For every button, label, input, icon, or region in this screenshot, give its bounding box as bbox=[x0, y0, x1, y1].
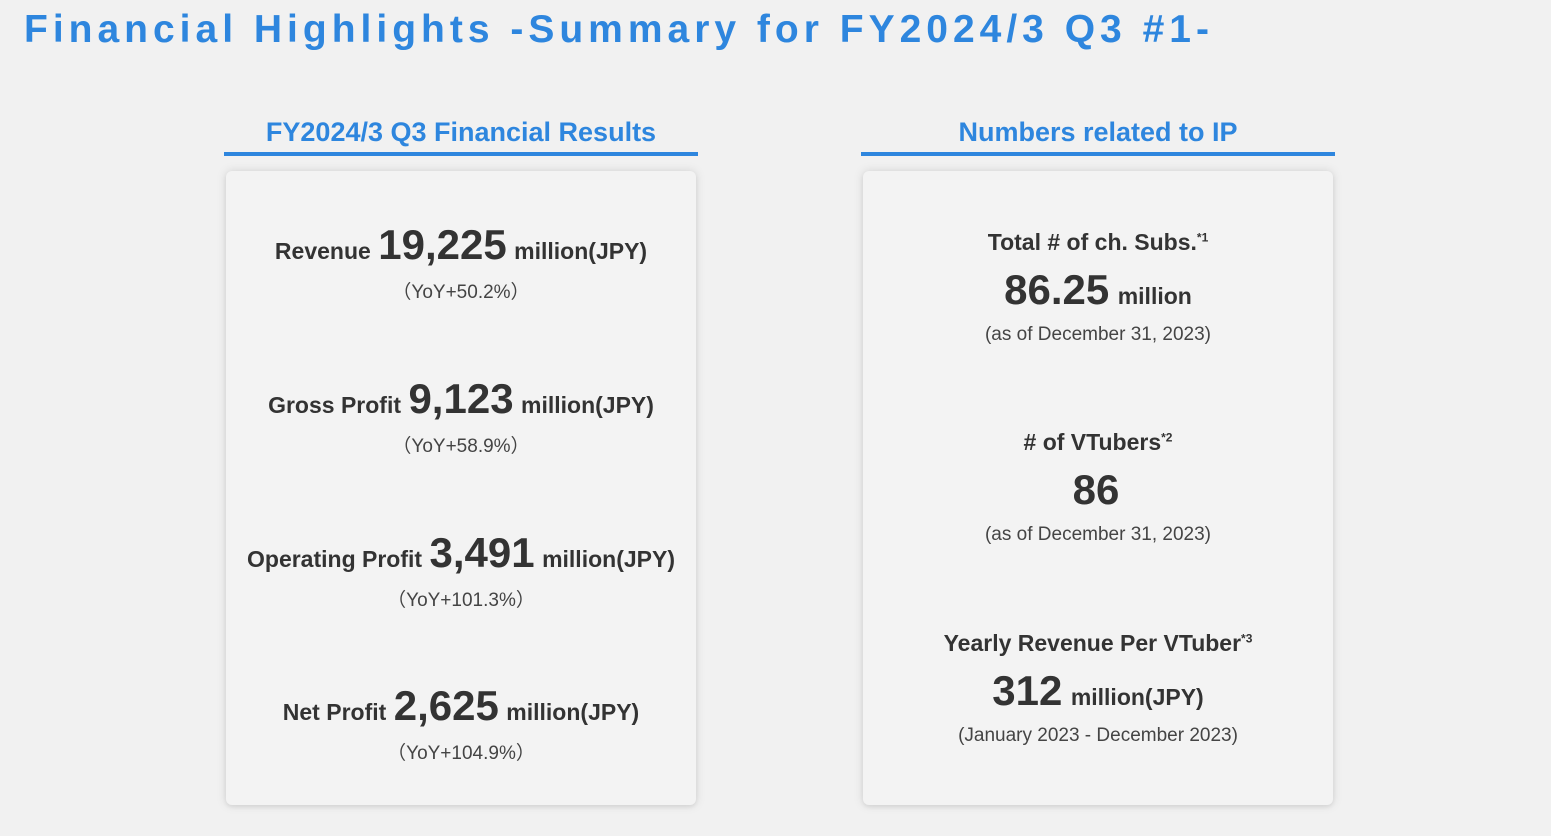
ip-value: 312 bbox=[992, 667, 1063, 714]
metric-unit: million(JPY) bbox=[514, 238, 648, 264]
ip-label-text: Yearly Revenue Per VTuber bbox=[943, 630, 1242, 656]
operating-profit-metric: Operating Profit 3,491 million(JPY) （YoY… bbox=[226, 529, 696, 612]
revenue-per-vtuber-metric: Yearly Revenue Per VTuber*3 312 million(… bbox=[863, 630, 1333, 747]
ip-label: Yearly Revenue Per VTuber*3 bbox=[863, 630, 1333, 657]
ip-numbers-section: Numbers related to IP Total # of ch. Sub… bbox=[861, 112, 1335, 805]
ip-numbers-card: Total # of ch. Subs.*1 86.25 million (as… bbox=[863, 171, 1333, 805]
metric-value: 3,491 bbox=[429, 529, 535, 576]
metric-label: Net Profit bbox=[282, 699, 387, 725]
metric-yoy: （YoY+58.9%） bbox=[392, 436, 530, 457]
gross-profit-metric: Gross Profit 9,123 million(JPY) （YoY+58.… bbox=[226, 375, 696, 458]
ip-period: (January 2023 - December 2023) bbox=[958, 725, 1238, 746]
metric-unit: million(JPY) bbox=[542, 546, 675, 572]
ip-label: # of VTubers*2 bbox=[863, 429, 1333, 456]
metric-label: Revenue bbox=[274, 238, 371, 264]
metric-value: 9,123 bbox=[408, 375, 514, 422]
channel-subscribers-metric: Total # of ch. Subs.*1 86.25 million (as… bbox=[863, 229, 1333, 346]
financial-results-card: Revenue 19,225 million(JPY) （YoY+50.2%） … bbox=[226, 171, 696, 805]
footnote-marker: *3 bbox=[1241, 631, 1253, 646]
metric-yoy: （YoY+101.3%） bbox=[387, 590, 535, 611]
page-title: Financial Highlights -Summary for FY2024… bbox=[24, 8, 1214, 51]
metric-yoy: （YoY+104.9%） bbox=[387, 743, 535, 764]
ip-label: Total # of ch. Subs.*1 bbox=[863, 229, 1333, 256]
ip-value: 86 bbox=[1072, 466, 1120, 513]
metric-label: Operating Profit bbox=[247, 546, 423, 572]
ip-value: 86.25 bbox=[1004, 266, 1110, 313]
ip-date: (as of December 31, 2023) bbox=[984, 524, 1211, 545]
revenue-metric: Revenue 19,225 million(JPY) （YoY+50.2%） bbox=[226, 221, 696, 304]
metric-value: 2,625 bbox=[393, 682, 499, 729]
ip-date: (as of December 31, 2023) bbox=[984, 324, 1211, 345]
net-profit-metric: Net Profit 2,625 million(JPY) （YoY+104.9… bbox=[226, 682, 696, 765]
footnote-marker: *1 bbox=[1196, 230, 1209, 245]
ip-label-text: # of VTubers bbox=[1023, 429, 1162, 455]
financial-results-header: FY2024/3 Q3 Financial Results bbox=[224, 112, 698, 156]
financial-results-section: FY2024/3 Q3 Financial Results Revenue 19… bbox=[224, 112, 698, 805]
ip-unit: million(JPY) bbox=[1070, 684, 1204, 710]
footnote-marker: *2 bbox=[1161, 430, 1173, 445]
ip-numbers-header: Numbers related to IP bbox=[861, 112, 1335, 156]
vtuber-count-metric: # of VTubers*2 86 (as of December 31, 20… bbox=[863, 429, 1333, 546]
ip-label-text: Total # of ch. Subs. bbox=[987, 229, 1197, 255]
metric-yoy: （YoY+50.2%） bbox=[392, 282, 530, 303]
metric-label: Gross Profit bbox=[268, 392, 401, 418]
metric-value: 19,225 bbox=[378, 221, 507, 268]
metric-unit: million(JPY) bbox=[506, 699, 640, 725]
ip-unit: million bbox=[1117, 283, 1192, 309]
metric-unit: million(JPY) bbox=[521, 392, 654, 418]
